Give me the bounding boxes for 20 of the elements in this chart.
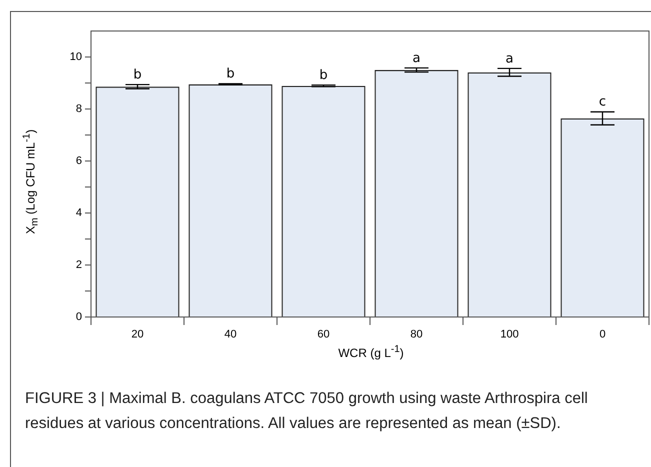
x-tick-label: 20 — [131, 328, 144, 341]
y-tick-label: 4 — [76, 207, 82, 220]
annotation: c — [598, 94, 606, 110]
x-axis-title: WCR (g L$^{-1}$) — [337, 344, 405, 360]
x-tick-label: 100 — [500, 328, 519, 341]
y-tick-label: 0 — [76, 311, 82, 324]
annotation: b — [319, 68, 328, 83]
caption: FIGURE 3 | Maximal B. coagulans ATCC 7050 growth using waste Arthrospira cell residues at various concentrations. All values are represented as mean (±SD). — [25, 389, 589, 434]
annotation: a — [506, 51, 514, 66]
x-tick-label: 80 — [410, 328, 423, 341]
y-tick-label: 10 — [70, 51, 82, 64]
y-tick-label: 8 — [76, 103, 82, 116]
x-tick-label: 0 — [599, 328, 606, 341]
x-tick-label: 60 — [317, 328, 330, 341]
annotation: b — [226, 66, 235, 82]
annotation: b — [133, 67, 142, 82]
annotation: a — [412, 50, 420, 66]
y-tick-label: 6 — [76, 155, 82, 168]
x-tick-label: 40 — [224, 328, 237, 341]
y-tick-label: 2 — [76, 259, 82, 272]
